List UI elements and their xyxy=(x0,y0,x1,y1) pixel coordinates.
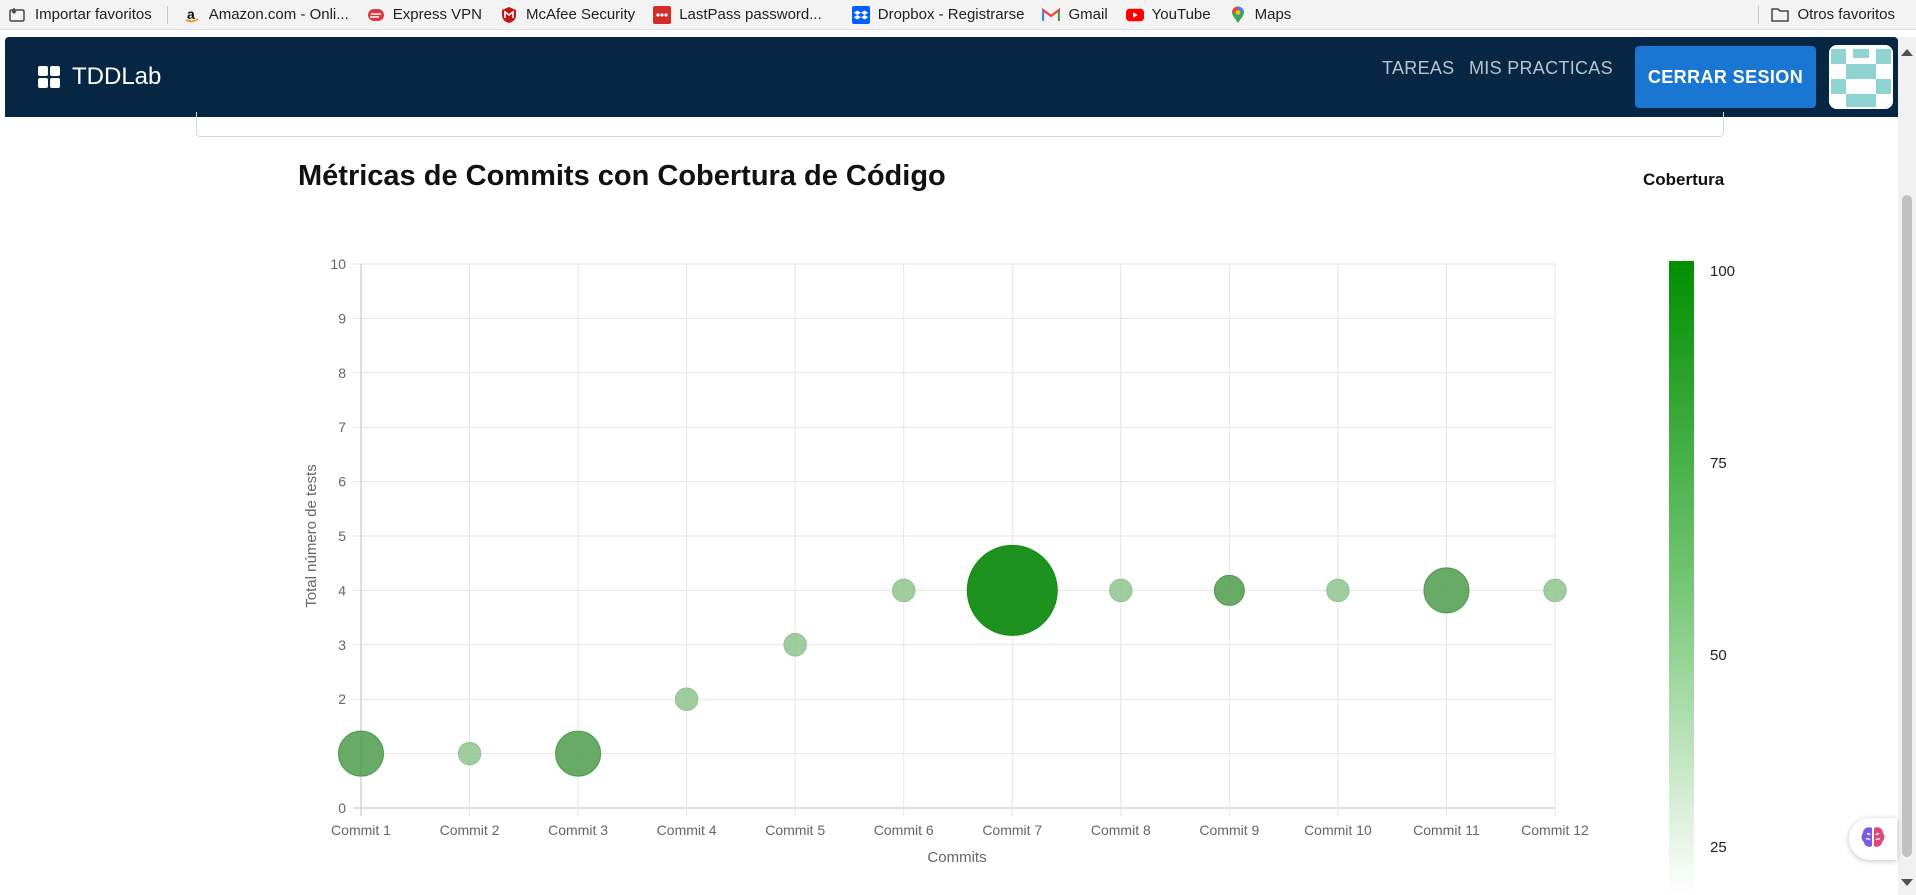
scroll-up-icon[interactable] xyxy=(1901,49,1913,56)
x-tick-label: Commit 2 xyxy=(440,822,500,838)
y-tick-label: 8 xyxy=(338,365,346,381)
y-tick-label: 4 xyxy=(338,582,346,598)
bookmark-label: Dropbox - Registrarse xyxy=(877,6,1025,23)
bookmark-gmail[interactable]: Gmail xyxy=(1033,0,1116,29)
chart-title: Métricas de Commits con Cobertura de Cód… xyxy=(298,160,946,192)
x-tick-label: Commit 10 xyxy=(1304,822,1372,838)
card-edge xyxy=(196,112,1724,137)
gmail-icon xyxy=(1042,6,1061,24)
x-tick-label: Commit 6 xyxy=(874,822,934,838)
y-tick-label: 10 xyxy=(330,256,346,272)
y-tick-label: 5 xyxy=(338,528,346,544)
bookmark-label: YouTube xyxy=(1151,6,1211,23)
youtube-icon xyxy=(1125,6,1144,24)
bookmark-label: Otros favoritos xyxy=(1797,6,1895,23)
data-point xyxy=(1423,567,1470,614)
bookmark-youtube[interactable]: YouTube xyxy=(1117,0,1220,29)
bookmark-maps[interactable]: Maps xyxy=(1220,0,1301,29)
y-tick-label: 9 xyxy=(338,310,346,326)
lastpass-icon xyxy=(653,5,672,24)
data-point xyxy=(338,730,384,777)
assistant-button[interactable] xyxy=(1849,818,1897,860)
bookmark-label: Amazon.com - Onli... xyxy=(208,6,349,23)
bookmark-import[interactable]: Importar favoritos xyxy=(0,0,161,29)
bookmark-label: Importar favoritos xyxy=(35,6,152,23)
colorbar-tick-label: 50 xyxy=(1710,647,1727,664)
data-point xyxy=(674,687,699,711)
x-tick-label: Commit 1 xyxy=(331,822,391,838)
bookmark-divider xyxy=(1758,5,1760,24)
y-tick-label: 6 xyxy=(338,474,346,490)
x-tick-label: Commit 11 xyxy=(1413,822,1480,838)
x-tick-label: Commit 9 xyxy=(1199,822,1259,838)
y-tick-label: 7 xyxy=(338,419,346,435)
import-bookmarks-icon xyxy=(9,6,27,24)
colorbar xyxy=(1669,261,1694,895)
x-tick-label: Commit 12 xyxy=(1521,822,1589,838)
bookmark-label: McAfee Security xyxy=(525,6,636,23)
bookmark-divider xyxy=(166,5,168,24)
bookmark-dropbox[interactable]: Dropbox - Registrarse xyxy=(843,0,1034,29)
x-axis-label: Commits xyxy=(927,849,986,866)
x-tick-label: Commit 3 xyxy=(548,822,608,838)
bookmark-amazon[interactable]: a Amazon.com - Onli... xyxy=(174,0,358,29)
data-point xyxy=(966,544,1058,636)
colorbar-tick-label: 75 xyxy=(1710,455,1727,472)
x-tick-label: Commit 5 xyxy=(765,822,825,838)
y-tick-label: 0 xyxy=(338,800,346,816)
data-point xyxy=(1109,578,1133,603)
data-point xyxy=(555,730,602,777)
colorbar-title: Cobertura xyxy=(1643,170,1725,189)
brain-icon xyxy=(1860,825,1886,854)
bookmark-label: LastPass password... xyxy=(679,6,822,23)
dashboard-icon xyxy=(38,66,60,88)
data-point xyxy=(1213,574,1245,606)
brand-name: TDDLab xyxy=(72,63,162,90)
y-axis-label: Total número de tests xyxy=(303,464,320,607)
bookmark-label: Express VPN xyxy=(392,6,482,23)
nav-tareas[interactable]: TAREAS xyxy=(1382,58,1455,78)
x-tick-label: Commit 7 xyxy=(982,822,1042,838)
svg-text:a: a xyxy=(187,6,195,22)
bookmark-lastpass[interactable]: LastPass password... xyxy=(644,0,831,29)
maps-icon xyxy=(1229,6,1247,24)
y-tick-label: 2 xyxy=(338,691,346,707)
y-tick-label: 3 xyxy=(338,637,346,653)
nav-mis-practicas[interactable]: MIS PRACTICAS xyxy=(1469,58,1613,78)
bookmark-label: Maps xyxy=(1254,6,1292,23)
bookmark-mcafee[interactable]: McAfee Security xyxy=(491,0,644,29)
amazon-icon: a xyxy=(183,6,201,24)
scroll-down-icon[interactable] xyxy=(1901,879,1913,886)
data-point xyxy=(891,578,916,603)
colorbar-tick-label: 25 xyxy=(1710,839,1727,856)
avatar[interactable] xyxy=(1829,45,1893,109)
bookmark-other-favorites[interactable]: Otros favoritos xyxy=(1743,0,1904,29)
colorbar-tick-label: 100 xyxy=(1710,263,1735,280)
page-scrollbar[interactable] xyxy=(1898,37,1916,895)
bookmark-label: Gmail xyxy=(1068,6,1108,23)
folder-icon xyxy=(1771,6,1790,24)
logout-button[interactable]: CERRAR SESION xyxy=(1635,46,1816,108)
scroll-thumb[interactable] xyxy=(1902,195,1912,857)
app-navbar: TDDLab TAREAS MIS PRACTICAS CERRAR SESIO… xyxy=(5,37,1898,117)
x-tick-label: Commit 4 xyxy=(657,822,717,838)
brand[interactable]: TDDLab xyxy=(38,37,161,117)
data-point xyxy=(783,633,807,657)
dropbox-icon xyxy=(851,5,870,24)
data-point xyxy=(457,741,482,766)
x-tick-label: Commit 8 xyxy=(1091,822,1151,838)
bookmarks-bar: Importar favoritos a Amazon.com - Onli..… xyxy=(0,0,1916,30)
bookmark-expressvpn[interactable]: Express VPN xyxy=(358,0,491,29)
data-point xyxy=(1543,578,1567,603)
expressvpn-icon xyxy=(367,6,385,24)
data-point xyxy=(1326,578,1350,603)
mcafee-icon xyxy=(500,6,518,24)
